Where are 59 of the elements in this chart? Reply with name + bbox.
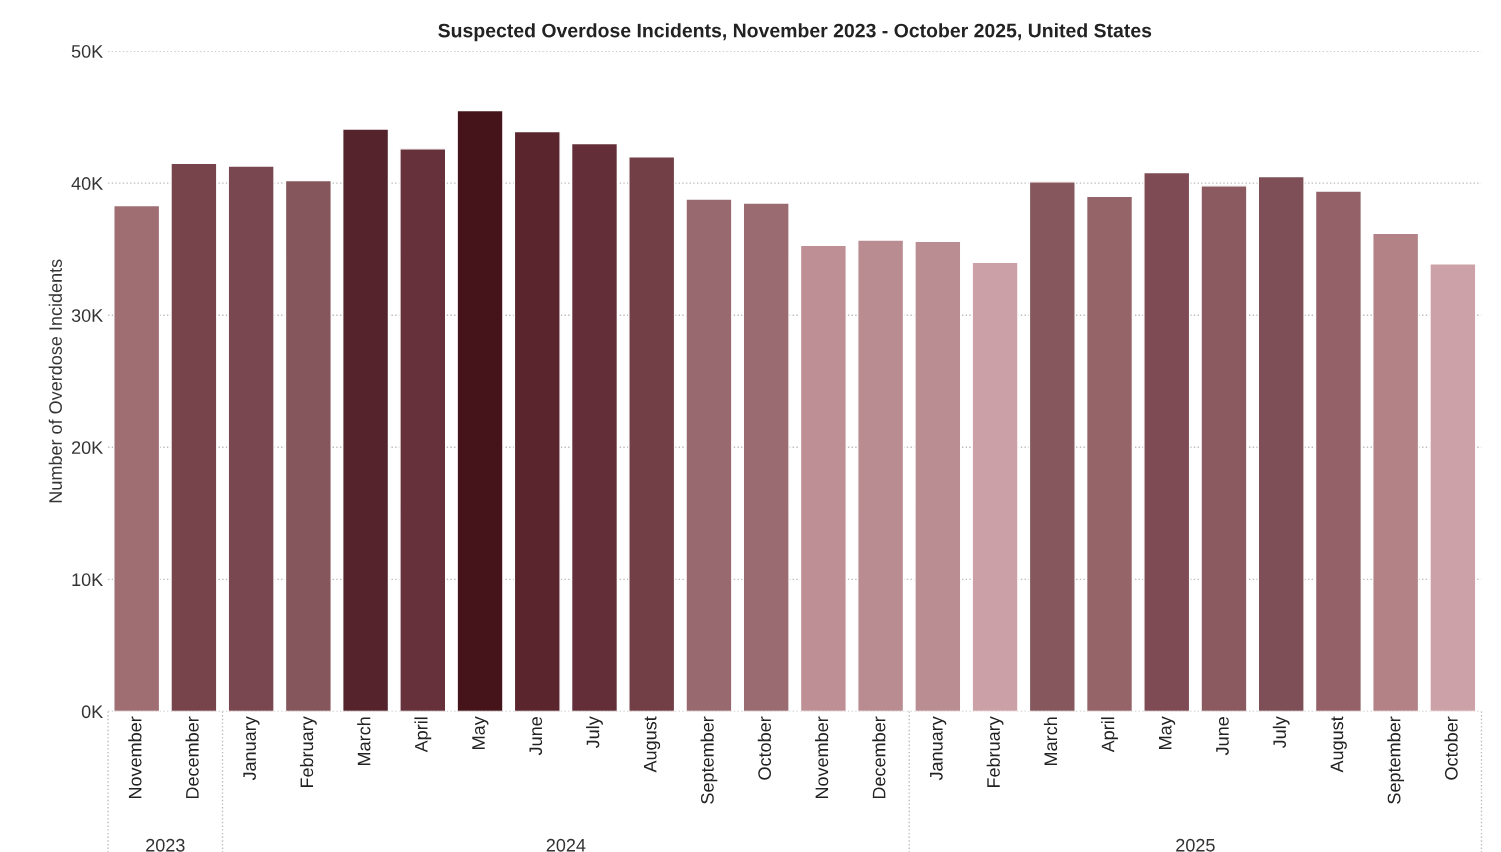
bar — [456, 109, 504, 712]
bar — [685, 198, 733, 712]
bar — [513, 130, 561, 712]
x-tick-label: September — [700, 716, 718, 804]
x-tick-label: December — [872, 716, 886, 799]
x-tick-label: February — [986, 716, 1004, 788]
x-tick-label: May — [472, 716, 489, 749]
x-tick-label: January — [930, 716, 947, 781]
text: 2025 — [1176, 838, 1215, 852]
x-tick-label: March — [357, 717, 371, 765]
text: 2023 — [146, 838, 185, 852]
x-tick-label: July — [586, 716, 603, 749]
x-tick-label: July — [1272, 716, 1290, 749]
bar — [799, 244, 847, 712]
x-tick-label: September — [1387, 716, 1405, 804]
bar — [742, 202, 790, 712]
x-tick-label: April — [414, 717, 432, 753]
bar — [914, 240, 962, 712]
x-tick-label: June — [1216, 717, 1229, 756]
y-tick-label: 20K — [71, 441, 104, 455]
x-tick-label: December — [185, 716, 199, 799]
x-tick-label: February — [299, 716, 317, 788]
x-tick-label: April — [1101, 717, 1118, 753]
y-axis-title: Number of Overdose Incidents — [48, 259, 62, 503]
bar — [1028, 181, 1076, 712]
bar — [570, 142, 619, 712]
bar — [1314, 190, 1363, 712]
y-tick-label: 0K — [81, 705, 104, 719]
bar — [1429, 263, 1477, 712]
bar — [971, 261, 1019, 712]
x-tick-label: August — [643, 716, 661, 773]
x-tick-label: June — [529, 717, 543, 756]
bar — [342, 128, 390, 712]
bar — [1257, 175, 1305, 712]
x-tick-label: October — [1444, 716, 1458, 780]
x-tick-label: August — [1330, 716, 1347, 773]
bar — [1143, 171, 1191, 712]
chart-title: Suspected Overdose Incidents, November 2023 - October 2025, United States — [438, 23, 1152, 42]
bar — [857, 239, 905, 712]
x-tick-label: January — [243, 716, 260, 781]
x-tick-label: November — [128, 716, 142, 799]
x-tick-label: November — [814, 716, 829, 799]
bar — [170, 162, 218, 712]
bar — [628, 156, 676, 712]
y-tick-label: 10K — [72, 573, 104, 587]
y-tick-label: 30K — [71, 309, 104, 322]
bar — [284, 179, 332, 712]
y-tick-label: 50K — [71, 45, 104, 58]
bar — [1085, 195, 1134, 712]
bar — [1200, 185, 1248, 712]
text: 2024 — [546, 838, 586, 852]
bar — [1372, 232, 1420, 712]
x-tick-label: May — [1158, 716, 1176, 749]
bar — [399, 148, 447, 712]
x-tick-label: March — [1043, 717, 1058, 765]
x-tick-label: October — [757, 716, 772, 780]
y-tick-label: 40K — [71, 177, 104, 190]
bar — [227, 165, 275, 712]
bar — [113, 204, 161, 712]
